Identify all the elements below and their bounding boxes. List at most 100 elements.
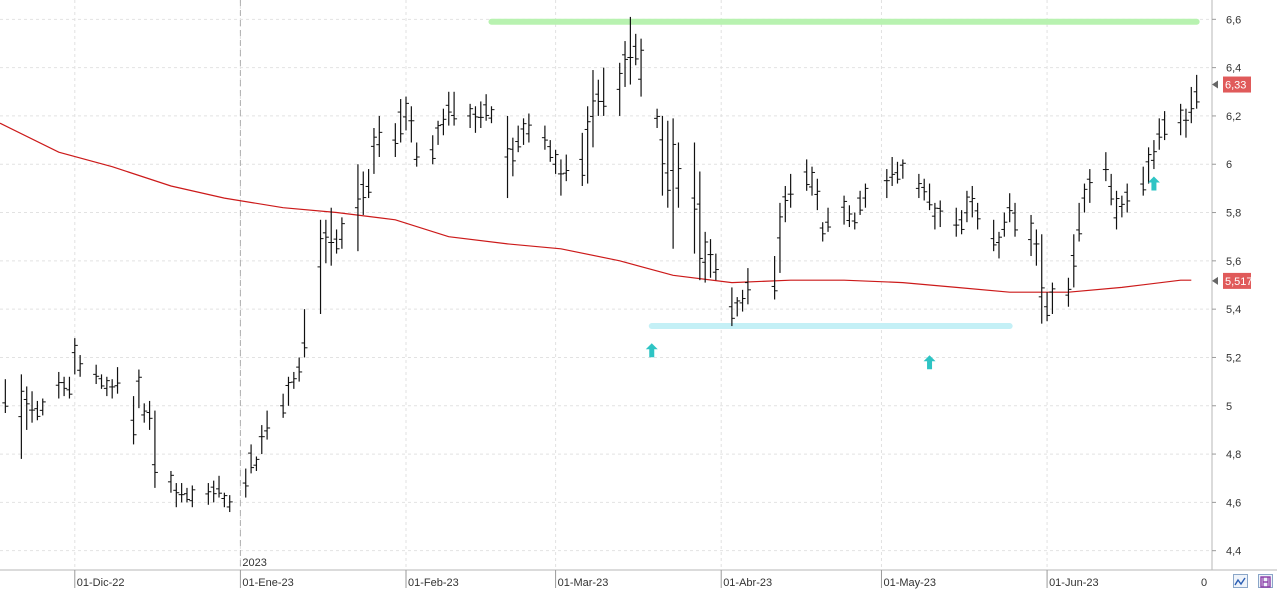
last-price-tag-pointer	[1212, 80, 1218, 89]
price-bar	[429, 135, 436, 165]
price-bar	[931, 202, 938, 230]
moving-average-tag-box	[1223, 272, 1251, 289]
price-bar	[1028, 214, 1035, 257]
price-bar	[1076, 202, 1083, 242]
price-bar	[995, 231, 1002, 259]
price-bar	[1124, 183, 1131, 213]
price-bar	[899, 159, 906, 179]
x-tick-label: 01-Mar-23	[558, 577, 609, 589]
price-bar	[595, 79, 602, 116]
price-bar	[264, 410, 271, 440]
price-bar	[178, 483, 185, 503]
price-bar	[915, 173, 922, 199]
price-bar	[258, 425, 265, 455]
price-bar	[173, 483, 180, 508]
price-bar	[77, 355, 84, 377]
price-bar	[2, 379, 9, 414]
price-bar	[809, 166, 816, 196]
price-bar	[451, 91, 458, 126]
moving-average-tag-pointer	[1212, 276, 1218, 285]
price-bar	[226, 495, 233, 513]
price-bar	[216, 475, 223, 498]
price-bar	[894, 161, 901, 184]
y-tick-label: 5,6	[1226, 256, 1241, 268]
price-bar	[440, 108, 447, 136]
price-bar	[776, 202, 783, 273]
price-bar	[1108, 173, 1115, 206]
x-axis-ticks: 01-Dic-22 01-Ene-23 2023 01-Feb-23 01-Mar-23…	[74, 557, 1207, 589]
price-bar	[360, 171, 367, 215]
price-bar	[71, 338, 78, 375]
price-bar	[290, 371, 297, 389]
price-bar	[953, 207, 960, 237]
price-bar	[392, 123, 399, 157]
price-bar	[445, 91, 452, 126]
price-bar	[333, 229, 340, 254]
x-end-label: 0	[1201, 577, 1207, 589]
price-bar	[803, 159, 810, 191]
price-bar	[712, 253, 719, 281]
price-bar	[1086, 169, 1093, 203]
price-bar	[851, 212, 858, 230]
price-bar	[354, 164, 361, 252]
price-bar	[338, 217, 345, 249]
price-bar	[55, 371, 62, 399]
price-bar	[205, 483, 212, 505]
price-bar	[167, 470, 174, 493]
grid	[0, 0, 1212, 570]
price-bar	[841, 195, 848, 225]
price-bar	[963, 190, 970, 223]
price-bar	[296, 357, 303, 382]
price-bar	[1150, 140, 1157, 170]
price-bar	[322, 219, 329, 264]
price-bar	[862, 183, 869, 208]
price-bar	[301, 309, 308, 358]
price-bar	[958, 210, 965, 235]
arrow-markers	[645, 176, 1160, 370]
last-price-tag-box	[1223, 76, 1251, 93]
price-bar	[632, 33, 639, 66]
x-tick-label: 01-May-23	[883, 577, 936, 589]
price-bar	[739, 289, 746, 312]
zigzag-icon[interactable]	[1233, 574, 1248, 588]
price-bar	[883, 169, 890, 199]
moving-average-tag: 5,517	[1212, 272, 1253, 289]
price-bar	[670, 118, 677, 249]
y-tick-label: 6,6	[1226, 14, 1241, 26]
price-bar	[483, 94, 490, 121]
price-bar	[857, 190, 864, 215]
price-bar	[974, 202, 981, 230]
price-bar	[39, 398, 46, 416]
price-bar	[616, 62, 623, 116]
price-bar	[103, 376, 110, 397]
price-bar	[1188, 86, 1195, 124]
up-arrow-marker	[645, 343, 658, 358]
price-bar	[707, 239, 714, 278]
price-bar	[627, 16, 634, 85]
floppy-disk-icon[interactable]	[1258, 574, 1273, 588]
y-tick-label: 4,6	[1226, 497, 1241, 509]
price-bar	[477, 101, 484, 129]
y-tick-label: 6	[1226, 159, 1232, 171]
price-bar	[1145, 147, 1152, 184]
year-label: 2023	[242, 557, 266, 569]
price-bar	[1118, 195, 1125, 218]
price-bar	[734, 297, 741, 317]
price-bar	[926, 183, 933, 211]
x-tick-label: 01-Jun-23	[1049, 577, 1099, 589]
x-tick-label: 01-Abr-23	[723, 577, 772, 589]
price-bar	[659, 115, 666, 196]
price-bar	[280, 393, 287, 418]
moving-average-layer	[0, 122, 1192, 293]
price-bar	[93, 364, 100, 385]
price-bar	[376, 115, 383, 157]
price-bar	[557, 159, 564, 196]
y-axis-ticks: 6,6 6,4 6,2 6 5,8 5,6 5,4 5,2 5 4,8 4,6 4,4	[1212, 14, 1241, 558]
y-tick-label: 6,4	[1226, 63, 1241, 75]
price-bar	[728, 287, 735, 327]
price-bar	[664, 120, 671, 208]
price-bar	[285, 376, 292, 406]
price-bar	[584, 106, 591, 184]
